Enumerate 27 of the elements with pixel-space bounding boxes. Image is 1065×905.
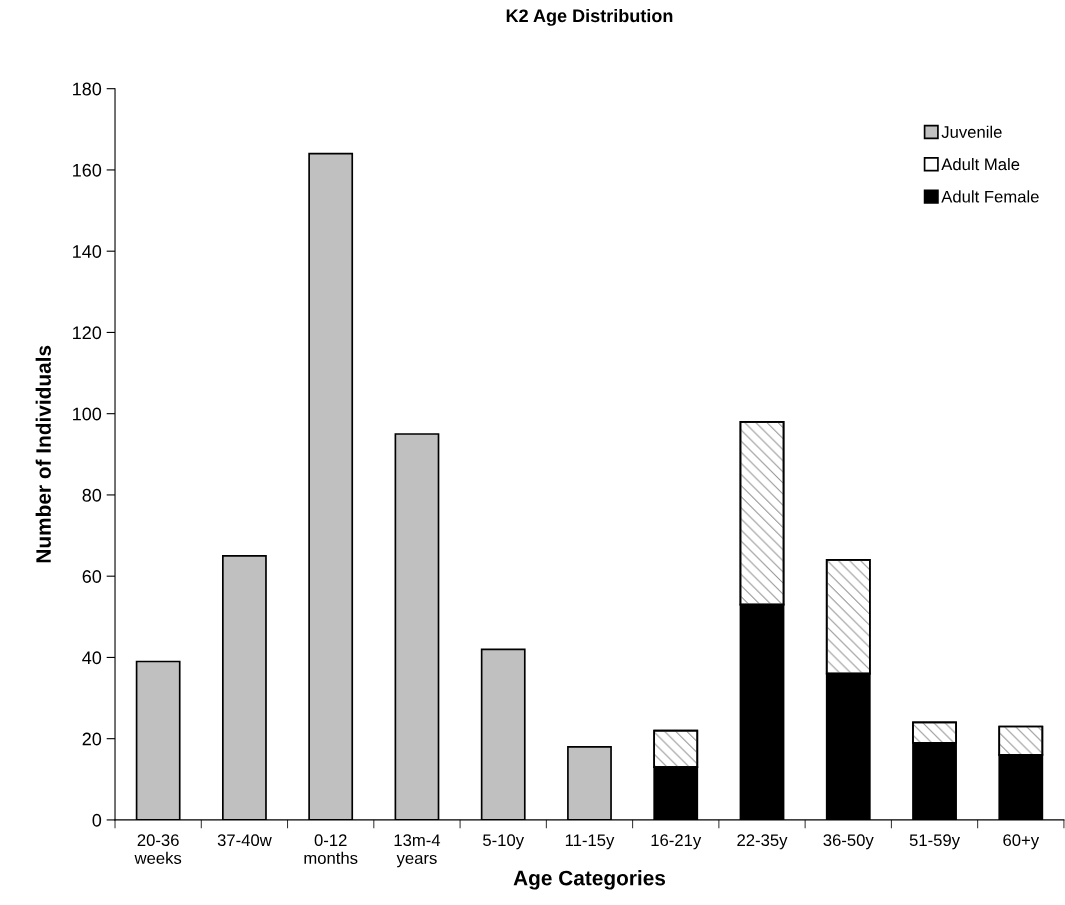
x-tick-label: 5-10y xyxy=(483,834,525,850)
chart-title: K2 Age Distribution xyxy=(506,8,673,26)
x-tick-label: 22-35y xyxy=(737,834,788,850)
y-tick-label: 0 xyxy=(92,813,102,827)
x-tick-label: 60+y xyxy=(1003,834,1040,850)
y-tick-label: 120 xyxy=(73,326,102,340)
y-tick-label: 20 xyxy=(82,732,102,746)
x-tick-label: 36-50y xyxy=(823,834,874,850)
x-tick-label: 11-15y xyxy=(565,834,615,850)
x-tick-label: 37-40w xyxy=(217,834,272,847)
y-tick-label: 160 xyxy=(73,163,102,177)
y-tick-label: 100 xyxy=(73,407,102,421)
y-tick-label: 140 xyxy=(73,245,102,258)
x-tick-label: 16-21y xyxy=(651,834,702,850)
legend-label: Adult Female xyxy=(941,190,1039,203)
legend-label: Adult Male xyxy=(941,158,1020,171)
y-tick-label: 80 xyxy=(82,488,102,502)
x-axis-title: Age Categories xyxy=(513,870,666,890)
x-tick-label: 13m-4 years xyxy=(394,834,441,868)
y-tick-label: 180 xyxy=(73,82,102,96)
y-tick-label: 60 xyxy=(82,570,102,583)
y-tick-label: 40 xyxy=(82,651,102,665)
y-axis-title: Number of Individuals xyxy=(35,345,51,563)
x-tick-label: 0-12 months xyxy=(304,834,358,865)
legend-label: Juvenile xyxy=(941,125,1002,138)
x-tick-label: 51-59y xyxy=(909,834,960,850)
x-tick-label: 20-36 weeks xyxy=(134,834,182,865)
